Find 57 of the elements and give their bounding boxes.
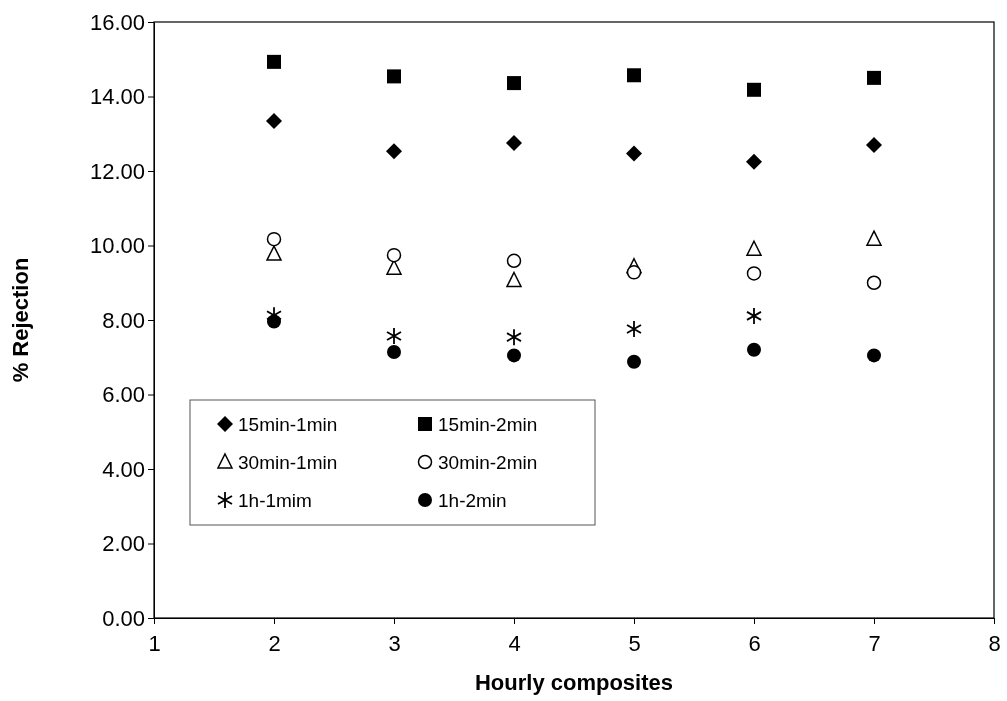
point	[626, 320, 642, 338]
point	[627, 68, 641, 83]
x-tick-label: 7	[868, 631, 881, 657]
x-tick-label: 5	[628, 631, 641, 657]
point	[866, 136, 882, 153]
point	[387, 345, 401, 360]
point	[866, 230, 882, 246]
point	[746, 153, 762, 170]
x-tick-label: 2	[268, 631, 281, 657]
y-tick-label: 0.00	[102, 605, 145, 631]
y-tick-label: 12.00	[89, 158, 145, 184]
point	[867, 348, 881, 363]
legend-label: 1h-1mim	[238, 490, 312, 511]
point	[867, 70, 881, 85]
point	[267, 314, 281, 329]
point	[387, 69, 401, 84]
y-axis-title: % Rejection	[8, 257, 33, 383]
point	[746, 266, 762, 281]
point	[507, 76, 521, 91]
point	[506, 271, 522, 288]
legend-label: 15min-1min	[238, 414, 338, 435]
point	[747, 82, 761, 97]
y-tick-label: 4.00	[102, 456, 145, 482]
point	[386, 143, 402, 160]
point	[266, 245, 282, 261]
y-tick-label: 10.00	[89, 233, 145, 259]
point	[266, 231, 282, 247]
point	[386, 327, 402, 345]
y-tick-label: 16.00	[89, 9, 145, 35]
legend-label: 30min-2min	[438, 452, 538, 473]
x-tick-label: 1	[148, 631, 161, 657]
y-tick-label: 6.00	[102, 382, 145, 408]
legend-label: 30min-1min	[238, 452, 338, 473]
point	[746, 240, 762, 256]
point	[267, 54, 281, 69]
y-tick-label: 8.00	[102, 307, 145, 333]
point	[506, 253, 522, 269]
point	[386, 247, 402, 263]
point	[866, 275, 882, 290]
legend-label: 15min-2min	[438, 414, 538, 435]
x-tick-label: 6	[748, 631, 761, 657]
y-tick-label: 14.00	[89, 84, 145, 110]
point	[506, 135, 522, 152]
point	[627, 354, 641, 369]
point	[506, 328, 522, 347]
point	[747, 342, 761, 357]
x-tick-label: 4	[508, 631, 521, 657]
point	[507, 348, 521, 363]
point	[746, 307, 762, 325]
x-axis-title: Hourly composites	[474, 670, 674, 695]
point	[626, 265, 642, 280]
point	[266, 113, 282, 130]
legend-label: 1h-2min	[438, 490, 507, 511]
x-tick-label: 8	[988, 631, 1001, 657]
point	[626, 145, 642, 162]
x-tick-label: 3	[388, 631, 401, 657]
y-tick-label: 2.00	[102, 531, 145, 557]
